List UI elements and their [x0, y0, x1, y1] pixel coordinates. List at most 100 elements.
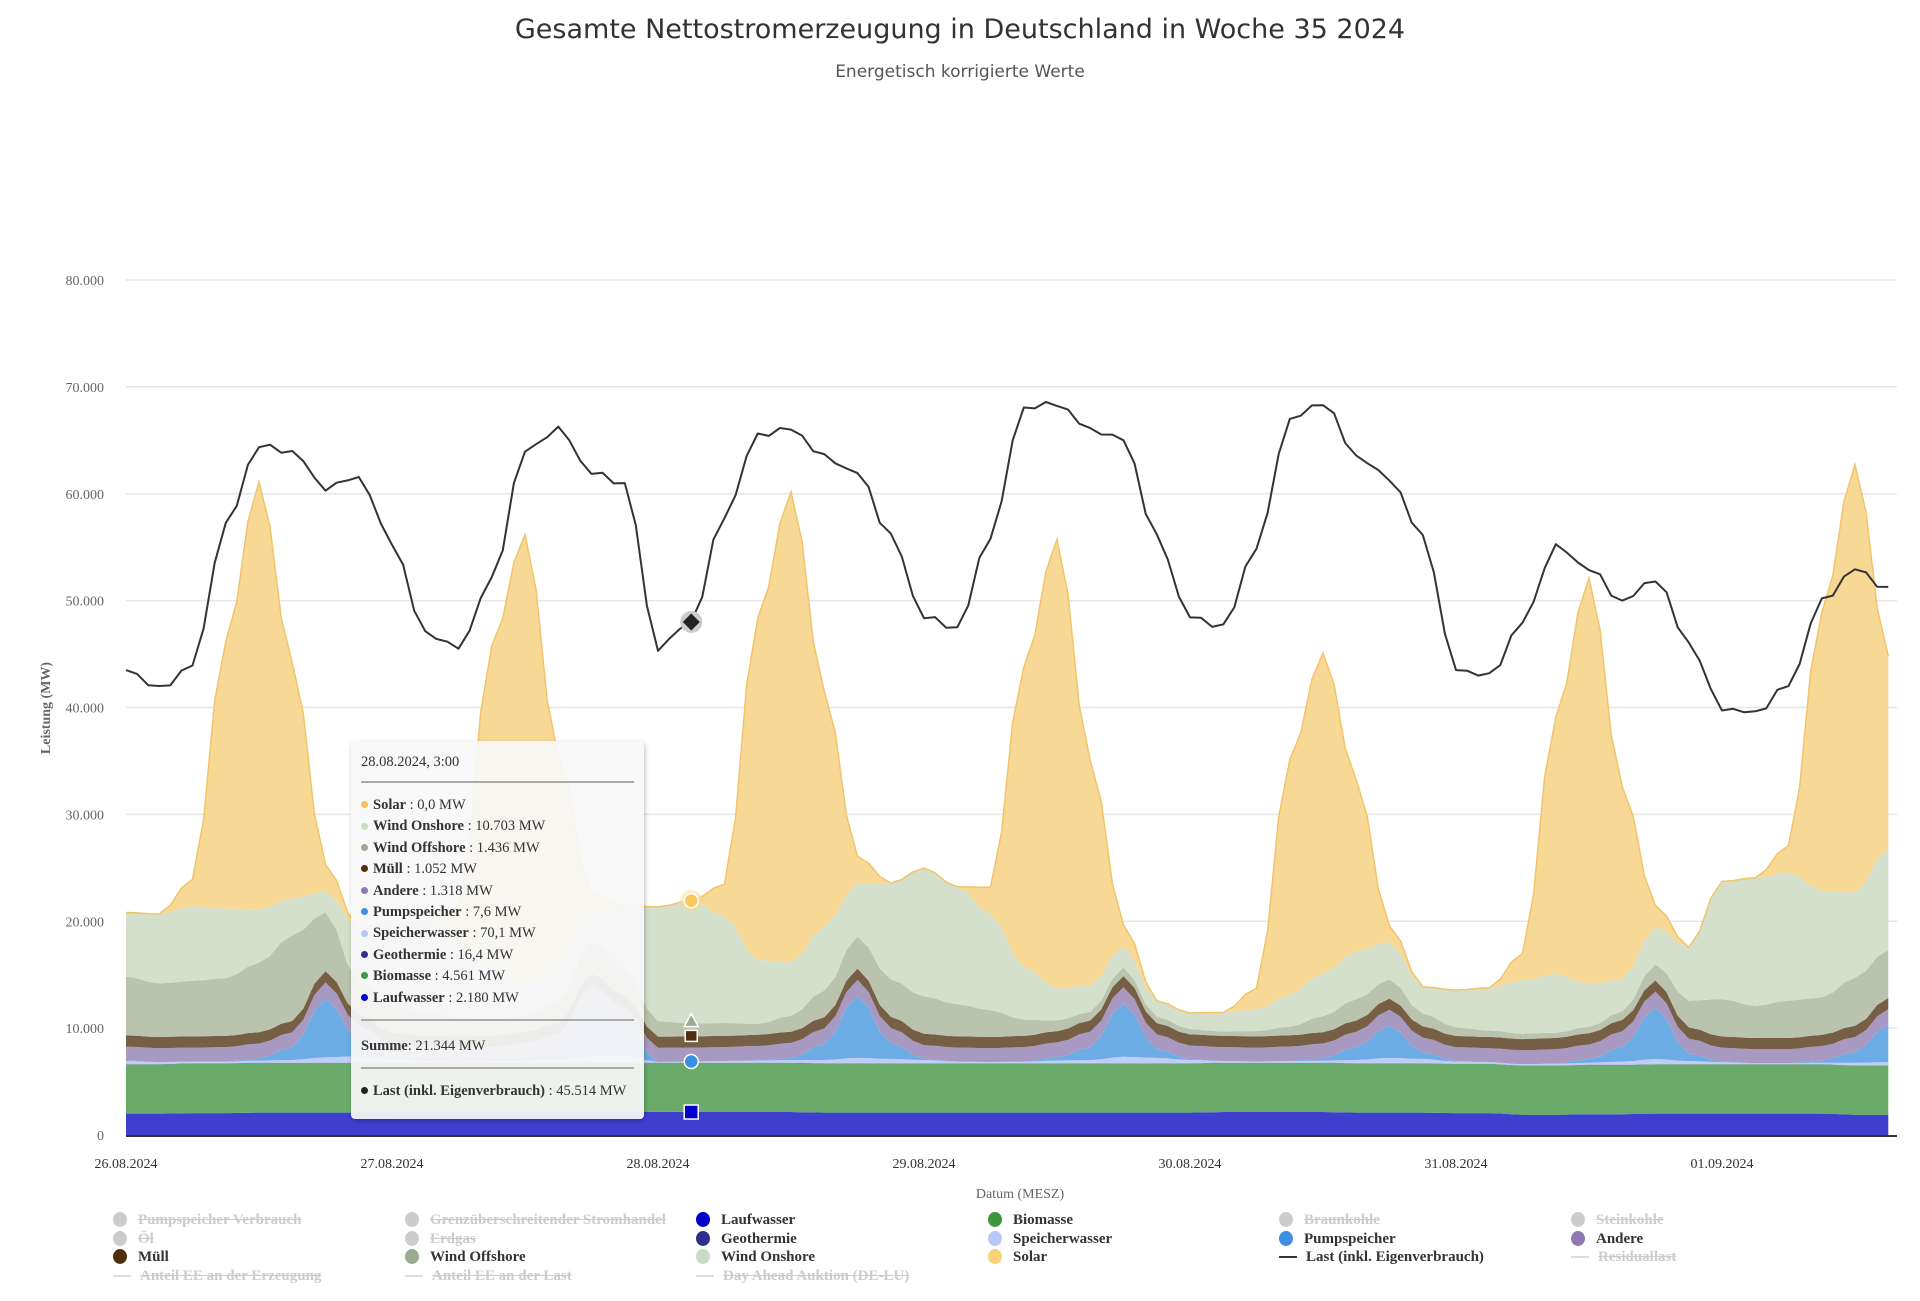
tooltip-row: Geothermie : 16,4 MW	[361, 945, 634, 966]
legend-item[interactable]: Anteil EE an der Last	[405, 1267, 572, 1285]
legend-dot-icon	[1279, 1212, 1293, 1228]
chart-title: Gesamte Nettostromerzeugung in Deutschla…	[514, 14, 1406, 45]
tooltip-series-name: Wind Onshore	[373, 818, 464, 835]
tooltip-dot-icon	[361, 929, 368, 937]
legend-label: Solar	[1013, 1249, 1048, 1265]
tooltip-series-name: Geothermie	[373, 946, 447, 963]
tooltip-series-value: : 10.703 MW	[463, 818, 546, 835]
legend-label: Biomasse	[1013, 1212, 1073, 1228]
tooltip-row: Andere : 1.318 MW	[361, 881, 634, 902]
legend-label: Grenzüberschreitender Stromhandel	[430, 1212, 666, 1228]
tooltip-divider	[361, 1066, 634, 1069]
legend-item[interactable]: Last (inkl. Eigenverbrauch)	[1279, 1248, 1484, 1266]
solar-hover-marker	[683, 892, 699, 909]
tooltip-row-last: Last (inkl. Eigenverbrauch) : 45.514 MW	[361, 1081, 634, 1102]
tooltip: 28.08.2024, 3:00 Solar : 0,0 MW Wind Onsh…	[351, 741, 644, 1119]
pumpspeicher-hover-marker	[683, 1053, 699, 1070]
tooltip-sum-value: : 21.344 MW	[407, 1037, 486, 1054]
tooltip-row: Pumpspeicher : 7,6 MW	[361, 902, 634, 923]
legend-item[interactable]: Wind Offshore	[405, 1248, 526, 1266]
tooltip-dot-icon	[361, 865, 368, 873]
tooltip-dot-icon	[361, 993, 368, 1001]
legend: Pumpspeicher Verbrauch Grenzüberschreiten…	[0, 1211, 1920, 1291]
x-tick-label: 01.09.2024	[1691, 1157, 1754, 1172]
tooltip-series-name: Solar	[373, 797, 407, 813]
legend-label: Braunkohle	[1304, 1212, 1380, 1228]
legend-item[interactable]: Grenzüberschreitender Stromhandel	[405, 1211, 666, 1229]
legend-dot-icon	[988, 1249, 1002, 1265]
legend-item[interactable]: Speicherwasser	[988, 1230, 1112, 1248]
tooltip-series-value: : 1.436 MW	[465, 839, 540, 856]
muell-hover-marker	[684, 1029, 698, 1043]
legend-dot-icon	[988, 1212, 1002, 1228]
tooltip-dot-icon	[361, 950, 368, 958]
load-hover-marker	[682, 613, 700, 631]
area-andere[interactable]	[126, 979, 1889, 1065]
legend-label: Wind Onshore	[721, 1249, 816, 1265]
legend-item[interactable]: Müll	[113, 1248, 169, 1266]
y-tick-label: 20.000	[66, 915, 105, 930]
tooltip-series-name: Wind Offshore	[373, 839, 466, 856]
legend-label: Erdgas	[430, 1230, 476, 1247]
load-line-group[interactable]	[125, 401, 1889, 714]
chart-subtitle: Energetisch korrigierte Werte	[835, 62, 1085, 82]
legend-label: Last (inkl. Eigenverbrauch)	[1306, 1249, 1484, 1265]
tooltip-series-name: Biomasse	[373, 968, 431, 985]
x-axis-ticks: 26.08.2024 27.08.2024 28.08.2024 29.08.2024…	[95, 1157, 1754, 1172]
legend-label: Day Ahead Auktion (DE-LU)	[723, 1268, 910, 1284]
legend-item[interactable]: Erdgas	[405, 1230, 476, 1248]
legend-item[interactable]: Steinkohle	[1571, 1211, 1664, 1229]
legend-dot-icon	[696, 1212, 710, 1228]
legend-item[interactable]: Andere	[1571, 1230, 1643, 1248]
area-speicherwasser[interactable]	[126, 1055, 1889, 1066]
y-tick-label: 10.000	[66, 1022, 105, 1037]
legend-item[interactable]: Braunkohle	[1279, 1211, 1380, 1229]
legend-item[interactable]: Residuallast	[1571, 1248, 1676, 1266]
legend-item[interactable]: Geothermie	[696, 1230, 797, 1248]
tooltip-dot-icon	[361, 1087, 368, 1095]
y-axis-ticks: 0 10.000 20.000 30.000 40.000 50.000 60.000 70.…	[66, 274, 105, 1144]
legend-item[interactable]: Pumpspeicher Verbrauch	[113, 1211, 301, 1229]
legend-item[interactable]: Day Ahead Auktion (DE-LU)	[696, 1267, 909, 1285]
tooltip-row: Solar : 0,0 MW	[361, 795, 634, 816]
legend-dot-icon	[696, 1249, 710, 1265]
legend-item[interactable]: Öl	[113, 1230, 154, 1248]
tooltip-series-value: : 4.561 MW	[431, 968, 506, 985]
x-tick-label: 28.08.2024	[627, 1157, 690, 1172]
legend-item[interactable]: Laufwasser	[696, 1211, 795, 1229]
tooltip-sum-label: Summe	[361, 1037, 408, 1054]
y-tick-label: 40.000	[66, 702, 105, 717]
legend-dot-icon	[405, 1212, 419, 1228]
tooltip-sum: Summe: 21.344 MW	[361, 1033, 634, 1059]
laufwasser-hover-marker	[683, 1104, 699, 1120]
tooltip-series-value: : 2.180 MW	[444, 989, 519, 1006]
tooltip-series-value: : 1.052 MW	[402, 861, 477, 878]
legend-item[interactable]: Wind Onshore	[696, 1248, 815, 1266]
legend-line-icon	[405, 1274, 423, 1277]
legend-item[interactable]: Solar	[988, 1248, 1047, 1266]
tooltip-series-value: : 0,0 MW	[406, 797, 466, 813]
area-geothermie[interactable]	[126, 1062, 1889, 1066]
tooltip-row: Wind Offshore : 1.436 MW	[361, 838, 634, 859]
x-tick-label: 27.08.2024	[361, 1157, 424, 1172]
tooltip-divider	[361, 781, 634, 783]
legend-label: Laufwasser	[721, 1212, 796, 1228]
tooltip-series-value: : 70,1 MW	[468, 925, 536, 942]
legend-item[interactable]: Anteil EE an der Erzeugung	[113, 1267, 321, 1285]
legend-item[interactable]: Pumpspeicher	[1279, 1230, 1396, 1248]
legend-label: Pumpspeicher Verbrauch	[138, 1212, 302, 1228]
legend-label: Müll	[138, 1249, 169, 1265]
tooltip-dot-icon	[361, 908, 368, 916]
tooltip-row: Wind Onshore : 10.703 MW	[361, 816, 634, 837]
area-m-ll[interactable]	[126, 968, 1889, 1051]
legend-line-icon	[1571, 1255, 1589, 1258]
tooltip-series-value: : 7,6 MW	[461, 903, 522, 920]
legend-item[interactable]: Biomasse	[988, 1211, 1073, 1229]
tooltip-series-name: Pumpspeicher	[373, 903, 462, 920]
tooltip-row: Speicherwasser : 70,1 MW	[361, 923, 634, 944]
tooltip-rows: Solar : 0,0 MW Wind Onshore : 10.703 MW Wi…	[361, 795, 634, 1009]
tooltip-dot-icon	[361, 843, 368, 851]
offshore-hover-marker	[682, 1011, 700, 1028]
load-line[interactable]	[125, 401, 1889, 714]
legend-dot-icon	[1279, 1230, 1293, 1246]
